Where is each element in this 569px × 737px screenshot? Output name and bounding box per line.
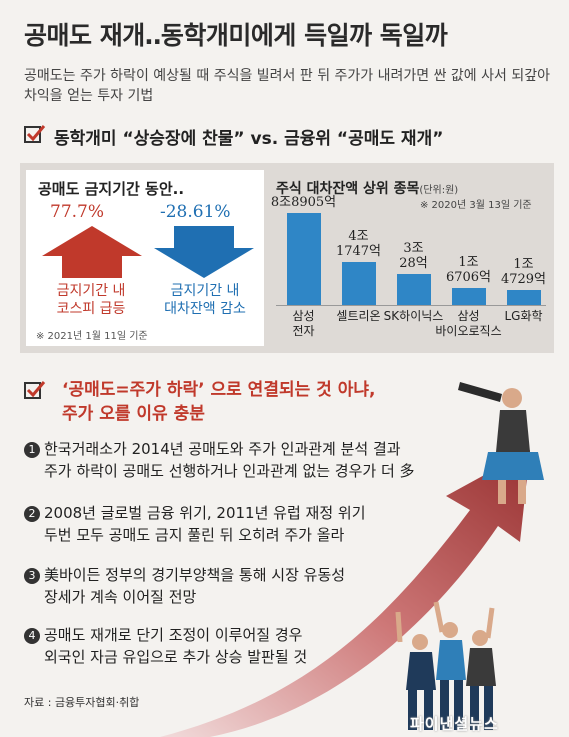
loan-chart-note: ※ 2020년 3월 13일 기준 — [420, 200, 532, 211]
bar-value-line1: 1조 — [458, 255, 479, 270]
section1-heading: 동학개미 “상승장에 찬물” vs. 금융위 “공매도 재개” — [54, 129, 444, 149]
loan-bar — [286, 213, 321, 305]
bar-category-line2: 전자 — [292, 324, 315, 338]
bar-category-label: 삼성 바이오로직스 — [431, 309, 507, 339]
point-4-line2: 외국인 자금 유입으로 추가 상승 발판될 것 — [44, 648, 308, 666]
bar-category-line1: 셀트리온 — [336, 309, 381, 323]
bar-category-label: 셀트리온 — [321, 309, 397, 324]
bar-value-line1: 8조8905억 — [270, 195, 337, 210]
ban-period-title: 공매도 금지기간 동안.. — [38, 180, 185, 198]
bar-category-line2: 바이오로직스 — [435, 324, 502, 338]
point-number: 3 — [24, 568, 40, 584]
loan-caption-line1: 금지기간 내 — [170, 283, 240, 299]
point-3: 3 美바이든 정부의 경기부양책을 통해 시장 유동성 장세가 계속 이어질 전망 — [24, 564, 494, 608]
loan-chart-title: 주식 대차잔액 상위 종목(단위:원) — [276, 178, 458, 198]
bar-category-line1: 삼성 — [292, 309, 315, 323]
bar-value-line1: 4조 — [348, 229, 369, 244]
bar-value-line2: 6706억 — [445, 270, 492, 285]
loan-bar — [506, 290, 541, 305]
down-arrow-icon — [154, 226, 254, 278]
bar-value-label: 1조 6706억 — [429, 255, 509, 285]
loan-bar — [341, 262, 376, 305]
kospi-caption: 금지기간 내 코스피 급등 — [36, 282, 146, 318]
loan-chart-unit: (단위:원) — [419, 185, 459, 196]
point-1-line1: 한국거래소가 2014년 공매도와 주가 인과관계 분석 결과 — [44, 440, 401, 458]
section2-heading-line2: 주가 오를 이유 충분 — [62, 404, 205, 424]
bar-category-label: SK하이닉스 — [376, 309, 452, 324]
kospi-pct: 77.7% — [50, 202, 105, 222]
section2-heading-line1: ‘공매도=주가 하락’ 으로 연결되는 것 아냐, — [62, 380, 376, 400]
bar-category-line1: 삼성 — [457, 309, 480, 323]
point-2-line2: 두번 모두 공매도 금지 풀린 뒤 오히려 주가 올라 — [44, 526, 345, 544]
bar-category-line1: LG화학 — [504, 309, 543, 323]
page-subtitle: 공매도는 주가 하락이 예상될 때 주식을 빌려서 판 뒤 주가가 내려가면 싼… — [24, 68, 550, 104]
bar-value-line2: 28억 — [399, 256, 428, 271]
point-4: 4 공매도 재개로 단기 조정이 이루어질 경우 외국인 자금 유입으로 추가 상… — [24, 624, 494, 668]
loan-pct: -28.61% — [160, 202, 231, 222]
people-spyglass-icon — [395, 382, 544, 730]
point-3-line1: 美바이든 정부의 경기부양책을 통해 시장 유동성 — [44, 566, 346, 584]
loan-caption: 금지기간 내 대차잔액 감소 — [142, 282, 268, 318]
bar-category-line1: SK하이닉스 — [383, 309, 444, 323]
bar-value-line1: 3조 — [403, 241, 424, 256]
up-arrow-icon — [42, 226, 142, 278]
source-note: 자료 : 금융투자협회·취합 — [24, 696, 140, 709]
loan-chart-title-text: 주식 대차잔액 상위 종목 — [276, 181, 420, 197]
bar-value-line1: 1조 — [513, 257, 534, 272]
point-2-line1: 2008년 글로벌 금융 위기, 2011년 유럽 재정 위기 — [44, 504, 366, 522]
loan-bar — [451, 288, 486, 305]
bar-category-label: LG화학 — [486, 309, 562, 324]
point-number: 4 — [24, 628, 40, 644]
bar-value-label: 3조 28억 — [374, 241, 454, 271]
ban-period-note: ※ 2021년 1월 11일 기준 — [36, 331, 148, 342]
point-1-line2: 주가 하락이 공매도 선행하거나 인과관계 없는 경우가 더 多 — [44, 462, 415, 480]
brand-watermark: 파이낸셜뉴스 — [410, 715, 499, 733]
section2-heading: ‘공매도=주가 하락’ 으로 연결되는 것 아냐, 주가 오를 이유 충분 — [62, 378, 375, 426]
page-title: 공매도 재개‥동학개미에게 득일까 독일까 — [24, 21, 448, 50]
point-1: 1 한국거래소가 2014년 공매도와 주가 인과관계 분석 결과 주가 하락이 … — [24, 438, 494, 482]
point-4-line1: 공매도 재개로 단기 조정이 이루어질 경우 — [44, 626, 303, 644]
point-number: 1 — [24, 442, 40, 458]
point-number: 2 — [24, 506, 40, 522]
point-2: 2 2008년 글로벌 금융 위기, 2011년 유럽 재정 위기 두번 모두 공… — [24, 502, 494, 546]
bar-value-label: 4조 1747억 — [319, 229, 399, 259]
bar-value-label: 8조8905억 — [264, 195, 344, 210]
loan-caption-line2: 대차잔액 감소 — [164, 301, 246, 317]
bar-value-line2: 4729억 — [500, 272, 547, 287]
bar-value-line2: 1747억 — [335, 244, 382, 259]
bar-value-label: 1조 4729억 — [484, 257, 564, 287]
bar-category-label: 삼성 전자 — [266, 309, 342, 339]
check-box-icon — [24, 381, 46, 399]
kospi-caption-line1: 금지기간 내 — [56, 283, 126, 299]
loan-bar — [396, 274, 431, 305]
chart-baseline — [276, 305, 546, 306]
check-box-icon — [24, 125, 46, 143]
point-3-line2: 장세가 계속 이어질 전망 — [44, 588, 197, 606]
kospi-caption-line2: 코스피 급등 — [56, 301, 126, 317]
